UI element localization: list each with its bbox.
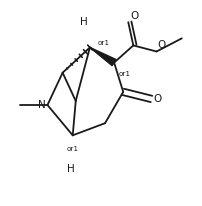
Text: or1: or1 (98, 40, 110, 46)
Text: H: H (80, 17, 88, 27)
Text: O: O (154, 94, 162, 104)
Text: O: O (158, 41, 166, 50)
Text: N: N (38, 100, 45, 110)
Text: O: O (130, 11, 139, 21)
Text: H: H (67, 164, 75, 174)
Text: or1: or1 (118, 71, 130, 77)
Text: or1: or1 (67, 146, 79, 152)
Polygon shape (90, 47, 116, 66)
